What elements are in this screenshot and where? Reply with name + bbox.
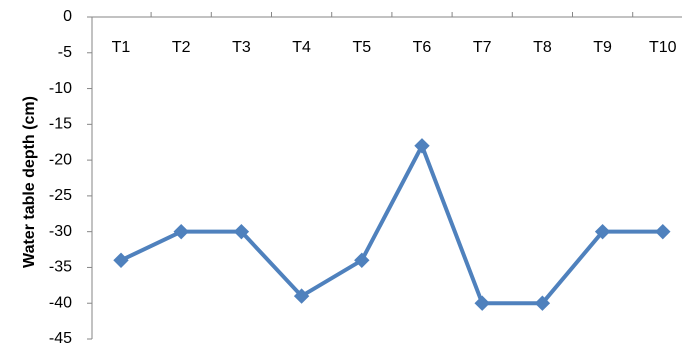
x-tick-label: T8 — [533, 39, 552, 56]
x-tick-label: T2 — [172, 39, 191, 56]
y-tick-label: -25 — [49, 187, 72, 204]
y-tick-label: -40 — [49, 294, 72, 311]
series-line — [120, 143, 663, 306]
y-tick-label: -30 — [49, 223, 72, 240]
x-tick-label: T7 — [473, 39, 492, 56]
data-point-marker — [594, 223, 611, 240]
x-tick-label: T10 — [649, 39, 677, 56]
data-point-marker — [233, 223, 250, 240]
series-layer — [113, 138, 671, 311]
y-tick-label: -45 — [49, 330, 72, 347]
x-tick-label: T3 — [232, 39, 251, 56]
x-tick-label: T6 — [413, 39, 432, 56]
y-tick-label: 0 — [63, 8, 72, 25]
data-point-marker — [414, 138, 430, 154]
data-point-marker — [354, 252, 370, 268]
data-point-marker — [173, 223, 189, 240]
x-tick-label: T9 — [593, 39, 612, 56]
axes-group: 0 -5 -10 -15 -20 -25 -30 -35 -40 -45 T1 T2 T3 T4 T5 T6 T… — [49, 8, 682, 347]
x-tick-label: T5 — [352, 39, 371, 56]
data-point-marker — [534, 295, 551, 311]
y-tick-label: -10 — [49, 80, 72, 97]
y-tick-label: -35 — [49, 259, 72, 276]
y-axis-title: Water table depth (cm) — [21, 96, 38, 268]
y-tick-label: -15 — [49, 116, 72, 133]
data-point-marker — [474, 295, 490, 311]
data-point-marker — [113, 252, 129, 268]
data-point-marker — [293, 288, 310, 304]
x-tick-label: T4 — [292, 39, 311, 56]
x-tick-label: T1 — [112, 39, 131, 56]
y-tick-label: -5 — [58, 44, 72, 61]
y-tick-label: -20 — [49, 151, 72, 168]
data-point-marker — [655, 223, 671, 240]
